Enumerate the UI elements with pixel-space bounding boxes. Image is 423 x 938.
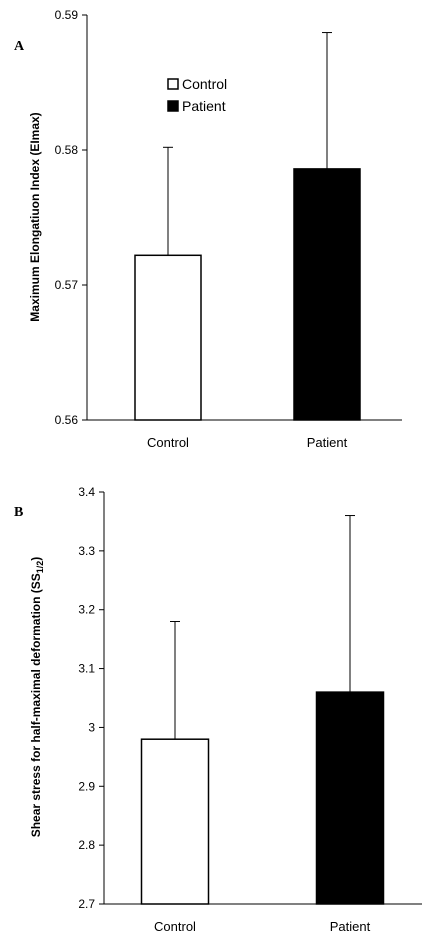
panel-b-category-label: Patient	[330, 919, 371, 934]
panel-b-tick-label: 2.9	[78, 779, 95, 793]
panel-b-bar-control	[140, 738, 210, 905]
panel-b-y-ticks: 2.7 2.8 2.9 3 3.1 3.2 3.3 3.4	[78, 485, 104, 911]
panel-a-category-label: Control	[147, 435, 189, 450]
panel-a-bar-control	[134, 254, 202, 421]
legend: Control Patient	[167, 76, 227, 114]
panel-b-tick-label: 2.8	[78, 838, 95, 852]
panel-a-bar-patient	[293, 168, 361, 421]
panel-b-y-axis-label-subscript: 1/2	[35, 561, 45, 574]
legend-swatch-control	[167, 78, 179, 90]
panel-b: B Shear stress for half-maximal deformat…	[14, 485, 422, 934]
panel-b-bars	[140, 515, 385, 905]
panel-b-tick-label: 3	[88, 720, 95, 734]
panel-b-tick-label: 3.3	[78, 544, 95, 558]
panel-a-y-axis-label: Maximum Elongatiuon Index (EImax)	[28, 112, 42, 321]
panel-a-tick-label: 0.56	[55, 413, 79, 427]
panel-b-tick-label: 3.1	[78, 662, 95, 676]
panel-b-label: B	[14, 505, 23, 520]
panel-a-y-ticks: 0.56 0.57 0.58 0.59	[55, 8, 87, 427]
panel-b-tick-label: 3.2	[78, 603, 95, 617]
panel-a-tick-label: 0.57	[55, 278, 79, 292]
panel-b-bar-patient	[315, 691, 385, 905]
panel-a: A Maximum Elongatiuon Index (EImax) 0.56…	[14, 8, 402, 450]
panel-a-category-label: Patient	[307, 435, 348, 450]
panel-a-tick-label: 0.59	[55, 8, 79, 22]
panel-b-y-axis-label: Shear stress for half-maximal deformatio…	[29, 557, 45, 838]
legend-label-patient: Patient	[182, 98, 226, 114]
panel-a-label: A	[14, 39, 25, 54]
panel-b-y-axis-label-main: Shear stress for half-maximal deformatio…	[29, 573, 43, 837]
panel-b-tick-label: 2.7	[78, 897, 95, 911]
legend-label-control: Control	[182, 76, 227, 92]
panel-a-category-labels: Control Patient	[147, 435, 348, 450]
panel-b-category-labels: Control Patient	[154, 919, 371, 934]
panel-b-category-label: Control	[154, 919, 196, 934]
panel-b-tick-label: 3.4	[78, 485, 95, 499]
panel-a-tick-label: 0.58	[55, 143, 79, 157]
panel-b-y-axis-label-end: )	[29, 557, 43, 561]
panel-a-bars	[134, 32, 361, 421]
legend-swatch-patient	[167, 100, 179, 112]
